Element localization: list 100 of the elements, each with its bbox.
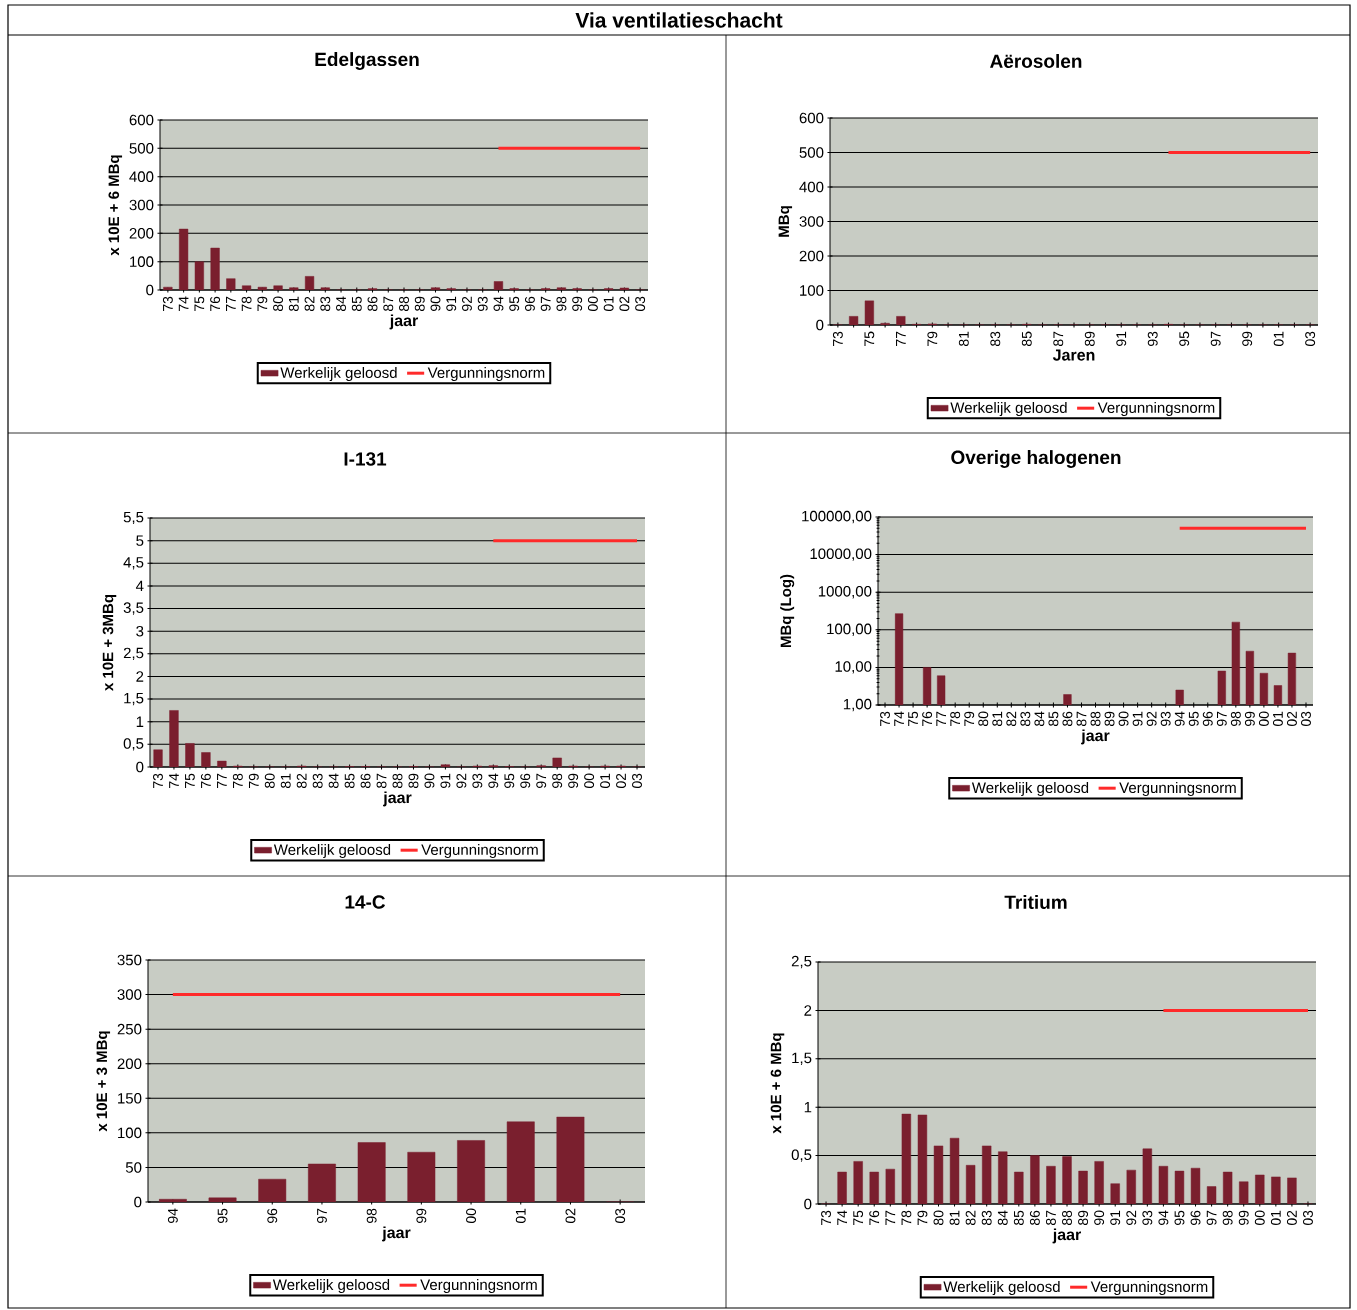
x-tick-label: 94	[1158, 1210, 1169, 1225]
x-tick-label: 95	[1188, 711, 1199, 726]
x-tick-label: 01	[603, 296, 614, 312]
x-tick-label: 92	[1126, 1210, 1137, 1225]
x-tick-label: 01	[600, 773, 611, 789]
x-tick-label: 01	[515, 1208, 526, 1224]
x-tick-label: 86	[1062, 711, 1073, 726]
legend-label: Vergunningsnorm	[1090, 1281, 1208, 1295]
y-axis-title: MBq (Log)	[780, 574, 795, 648]
x-tick-label: 95	[504, 773, 515, 788]
x-tick-label: 81	[949, 1210, 960, 1226]
x-tick-label: 82	[296, 773, 307, 788]
x-axis-title: jaar	[383, 791, 412, 807]
y-tick-label: 10000,00	[810, 548, 872, 561]
x-tick-label: 91	[440, 773, 451, 788]
legend-label: Werkelijk geloosd	[950, 402, 1067, 416]
y-tick-label: 200	[129, 228, 154, 239]
x-tick-label: 89	[408, 773, 419, 788]
x-tick-label: 01	[1270, 1210, 1281, 1226]
x-tick-label: 88	[399, 296, 409, 311]
x-tick-label: 02	[1286, 1210, 1297, 1226]
y-tick-label: 100000,00	[802, 510, 872, 524]
y-tick-label: 200	[117, 1058, 142, 1070]
x-tick-label: 87	[1053, 331, 1064, 346]
legend-label: Vergunningsnorm	[1119, 782, 1236, 796]
x-tick-label: 00	[1254, 1210, 1265, 1226]
x-tick-label: 75	[864, 331, 875, 346]
y-tick-label: 10,00	[835, 661, 872, 674]
x-axis-title: jaar	[389, 314, 418, 330]
x-tick-label: 90	[424, 773, 435, 788]
legend-label: Werkelijk geloosd	[943, 1281, 1060, 1295]
x-tick-label: 87	[376, 773, 387, 788]
y-tick-label: 300	[799, 216, 824, 227]
x-tick-label: 74	[169, 773, 179, 788]
x-tick-label: 91	[1110, 1210, 1121, 1225]
x-tick-label: 76	[922, 711, 933, 726]
y-tick-label: 400	[799, 181, 824, 193]
x-tick-label: 76	[869, 1210, 880, 1225]
x-tick-label: 77	[896, 331, 906, 346]
x-tick-label: 75	[194, 296, 205, 311]
x-tick-label: 83	[1020, 711, 1031, 726]
x-tick-label: 75	[185, 773, 195, 788]
x-tick-label: 93	[1160, 711, 1171, 726]
y-axis-title: x 10E + 6 MBq	[108, 155, 123, 256]
x-tick-label: 94	[493, 296, 504, 311]
x-tick-label: 93	[477, 296, 488, 311]
y-tick-label: 600	[129, 114, 154, 126]
x-tick-label: 86	[360, 773, 371, 788]
x-tick-label: 02	[619, 296, 630, 312]
x-tick-label: 96	[1190, 1210, 1201, 1225]
x-tick-label: 96	[520, 773, 531, 788]
legend-label: Vergunningsnorm	[421, 844, 538, 858]
x-tick-label: 73	[832, 331, 843, 346]
chart-title: Aërosolen	[990, 54, 1082, 68]
y-tick-label: 1,5	[792, 1052, 812, 1065]
x-tick-label: 94	[1174, 711, 1185, 726]
x-tick-label: 80	[933, 1210, 944, 1226]
y-axis-title: x 10E + 3MBq	[102, 594, 117, 691]
x-axis-title: jaar	[382, 1226, 411, 1242]
x-tick-label: 92	[462, 296, 472, 311]
y-tick-label: 500	[799, 147, 824, 158]
x-tick-label: 99	[1244, 711, 1255, 726]
y-tick-label: 0,5	[791, 1149, 812, 1162]
x-tick-label: 00	[587, 296, 598, 312]
x-tick-label: 78	[950, 711, 961, 726]
y-tick-label: 0,5	[123, 738, 144, 751]
x-tick-label: 81	[992, 711, 1003, 726]
x-tick-label: 81	[958, 331, 969, 346]
x-tick-label: 91	[1116, 331, 1127, 346]
x-tick-label: 82	[965, 1210, 976, 1226]
y-tick-label: 1	[136, 716, 144, 727]
x-tick-label: 03	[615, 1208, 626, 1224]
x-tick-label: 79	[248, 773, 259, 788]
x-tick-label: 86	[1029, 1210, 1040, 1226]
y-axis-title: x 10E + 6 MBq	[770, 1033, 785, 1134]
x-tick-label: 84	[328, 773, 339, 788]
x-tick-label: 95	[1174, 1210, 1185, 1225]
y-tick-label: 100	[800, 285, 824, 296]
y-tick-label: 1000,00	[818, 586, 872, 599]
y-tick-label: 100	[118, 1127, 142, 1139]
y-tick-label: 50	[125, 1162, 142, 1173]
legend-label: Werkelijk geloosd	[273, 844, 391, 858]
x-tick-label: 92	[456, 773, 467, 788]
chart-title: Overige halogenen	[951, 450, 1121, 468]
x-tick-label: 99	[1242, 331, 1253, 346]
y-axis-title: MBq	[778, 206, 793, 237]
x-tick-label: 73	[162, 296, 173, 311]
x-tick-label: 00	[1258, 711, 1269, 727]
x-tick-label: 97	[316, 1208, 327, 1223]
x-tick-label: 73	[880, 711, 890, 726]
y-tick-label: 200	[799, 250, 824, 262]
x-axis-title: Jaren	[1052, 349, 1095, 361]
legend-label: Vergunningsnorm	[427, 367, 545, 381]
x-tick-label: 02	[1286, 711, 1297, 727]
x-tick-label: 97	[1210, 331, 1221, 346]
legend-label: Vergunningsnorm	[1097, 402, 1215, 416]
x-tick-label: 01	[1273, 331, 1284, 347]
x-axis-title: jaar	[1081, 729, 1110, 745]
x-tick-label: 82	[304, 296, 315, 311]
y-tick-label: 4	[135, 580, 144, 592]
